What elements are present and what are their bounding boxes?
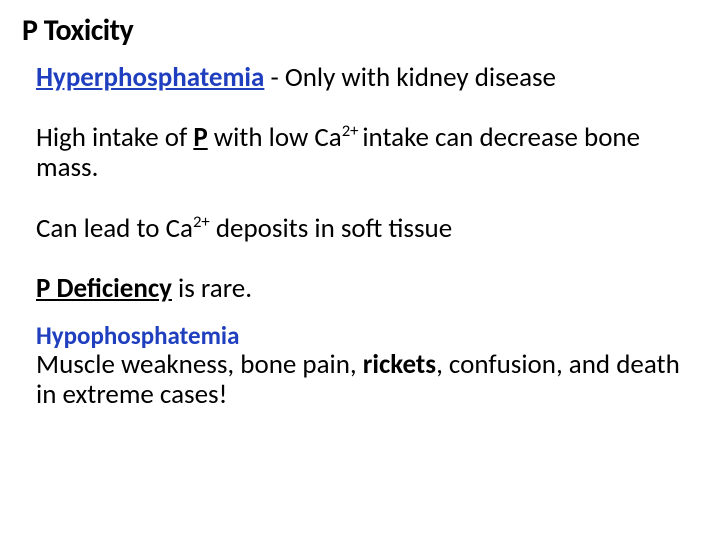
p-deficiency-rest: is rare.: [172, 272, 252, 305]
can-lead-sup: 2+: [193, 212, 210, 232]
hyperphosphatemia-term: Hyperphosphatemia: [36, 61, 264, 94]
high-intake-sup: 2+: [342, 121, 363, 141]
can-lead-pre: Can lead to Ca: [36, 212, 193, 245]
p-deficiency-term: P Deficiency: [36, 272, 172, 305]
can-lead-line: Can lead to Ca2+ deposits in soft tissue: [36, 214, 692, 244]
can-lead-end: deposits in soft tissue: [210, 212, 452, 245]
high-intake-pre: High intake of: [36, 121, 193, 154]
hyperphosphatemia-desc: - Only with kidney disease: [264, 61, 556, 94]
high-intake-p: P: [193, 121, 207, 154]
slide-title: P Toxicity: [22, 12, 692, 49]
hypophosphatemia-term: Hypophosphatemia: [36, 320, 239, 351]
hypophosphatemia-label: Hypophosphatemia: [36, 322, 692, 350]
slide: P Toxicity Hyperphosphatemia - Only with…: [0, 0, 720, 540]
high-intake-mid: with low Ca: [208, 121, 342, 154]
p-deficiency-line: P Deficiency is rare.: [36, 274, 692, 304]
symptoms-rickets: rickets: [363, 348, 436, 381]
high-intake-line: High intake of P with low Ca2+ intake ca…: [36, 123, 692, 183]
symptoms-pre: Muscle weakness, bone pain,: [36, 348, 363, 381]
symptoms-line: Muscle weakness, bone pain, rickets, con…: [36, 350, 692, 410]
hyperphosphatemia-line: Hyperphosphatemia - Only with kidney dis…: [36, 63, 692, 93]
slide-body: Hyperphosphatemia - Only with kidney dis…: [36, 63, 692, 411]
